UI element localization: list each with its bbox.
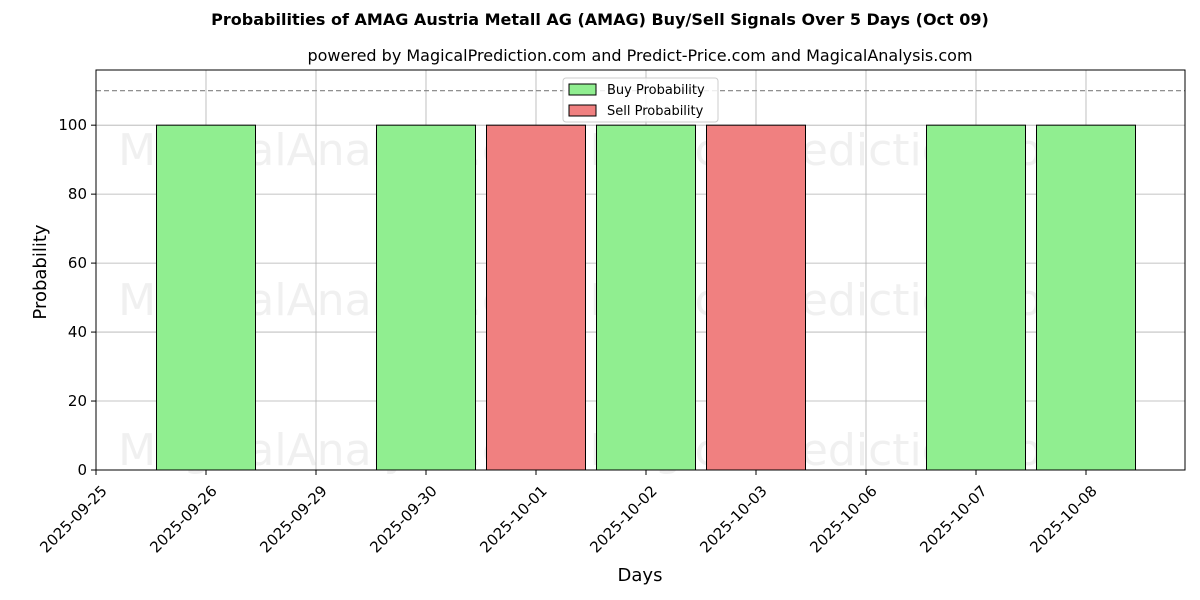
y-axis: 0 20 40 60 80 100 — [58, 116, 96, 479]
y-tick-label: 40 — [68, 323, 87, 341]
plot-frame — [95, 69, 1186, 471]
x-tick-label: 2025-09-29 — [256, 482, 330, 556]
bar-sell-2025-10-03 — [706, 124, 806, 471]
y-tick-label: 20 — [68, 392, 87, 410]
x-tick-label: 2025-09-30 — [366, 482, 440, 556]
legend: Buy Probability Sell Probability — [562, 77, 719, 123]
x-axis-label: Days — [618, 565, 663, 586]
legend-swatch — [568, 83, 597, 96]
y-axis-label: Probability — [30, 224, 51, 319]
x-tick-label: 2025-10-07 — [916, 482, 990, 556]
y-tick-label: 0 — [77, 461, 87, 479]
x-tick-label: 2025-10-01 — [476, 482, 550, 556]
x-tick-label: 2025-10-06 — [806, 482, 880, 556]
x-axis: 2025-09-25 2025-09-26 2025-09-29 2025-09-30… — [36, 470, 1101, 556]
x-tick-label: 2025-10-03 — [696, 482, 770, 556]
x-tick-label: 2025-09-26 — [146, 482, 220, 556]
legend-label: Buy Probability — [607, 83, 705, 98]
y-tick-label: 60 — [68, 254, 87, 272]
x-tick-label: 2025-10-08 — [1026, 482, 1100, 556]
bar-buy-2025-10-07 — [926, 124, 1026, 471]
chart-subtitle: powered by MagicalPrediction.com and Pre… — [307, 46, 972, 65]
bars — [156, 124, 1136, 471]
bar-buy-2025-10-08 — [1036, 124, 1136, 471]
legend-label: Sell Probability — [607, 104, 704, 119]
y-tick-label: 100 — [58, 116, 87, 134]
bar-buy-2025-09-26 — [156, 124, 256, 471]
bar-buy-2025-09-30 — [376, 124, 476, 471]
bar-sell-2025-10-01 — [486, 124, 586, 471]
legend-box — [562, 77, 719, 123]
chart-title: Probabilities of AMAG Austria Metall AG … — [211, 10, 989, 29]
x-tick-label: 2025-09-25 — [36, 482, 110, 556]
bar-buy-2025-10-02 — [596, 124, 696, 471]
y-tick-label: 80 — [68, 185, 87, 203]
legend-swatch — [568, 104, 597, 117]
x-tick-label: 2025-10-02 — [586, 482, 660, 556]
